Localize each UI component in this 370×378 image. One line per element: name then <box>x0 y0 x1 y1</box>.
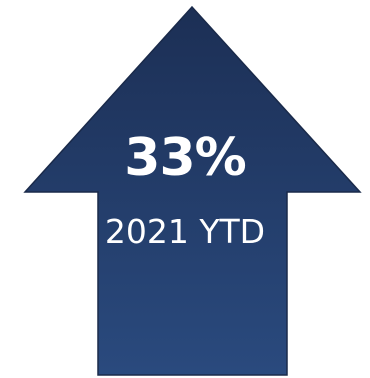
arrow-shape <box>23 5 362 376</box>
metric-label: 2021 YTD <box>104 212 266 251</box>
metric-value: 33% <box>124 128 246 188</box>
